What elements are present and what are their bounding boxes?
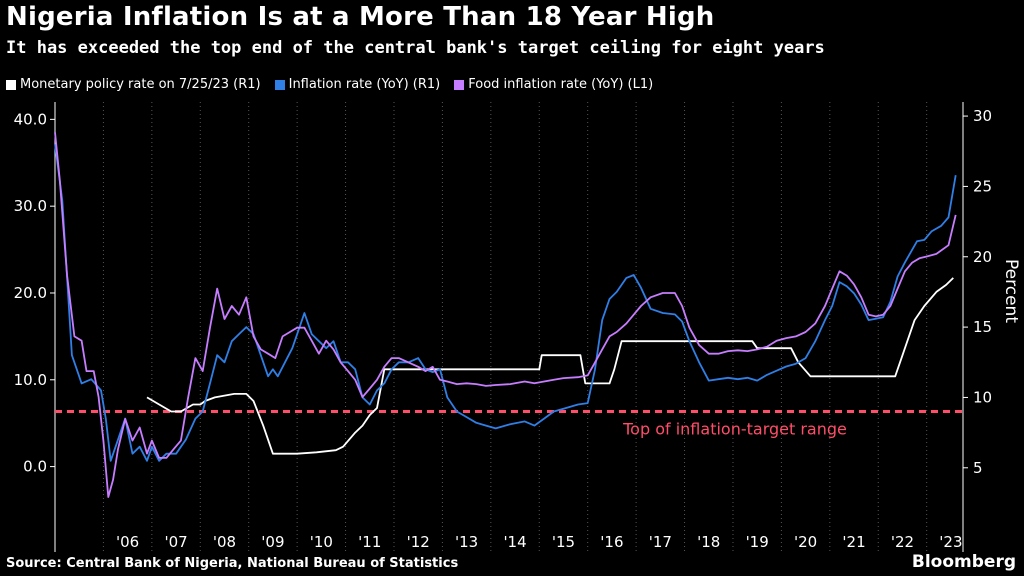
left-tick-label: 30.0 [14, 197, 47, 215]
left-tick-label: 0.0 [23, 458, 47, 476]
legend-swatch-food [454, 79, 465, 90]
x-tick-label: '13 [455, 533, 478, 551]
inflation-rate-line [54, 144, 957, 462]
x-tick-label: '20 [794, 533, 817, 551]
legend-swatch-policy [6, 79, 16, 90]
x-tick-label: '18 [697, 533, 720, 551]
legend-label-food: Food inflation rate (YoY) (L1) [468, 77, 654, 92]
x-tick-label: '17 [649, 533, 672, 551]
policy-rate-line [146, 277, 954, 455]
legend-item-food: Food inflation rate (YoY) (L1) [454, 77, 653, 92]
right-tick-label: 30 [973, 107, 992, 125]
x-tick-label: '08 [213, 533, 236, 551]
right-tick-label: 5 [973, 459, 983, 477]
inflation-target-label: Top of inflation-target range [622, 420, 847, 439]
chart-subtitle: It has exceeded the top end of the centr… [6, 38, 825, 58]
x-tick-label: '11 [358, 533, 381, 551]
food-inflation-line [54, 132, 957, 498]
x-tick-label: '15 [552, 533, 575, 551]
left-tick-label: 10.0 [14, 371, 47, 389]
right-tick-label: 20 [973, 248, 992, 266]
legend-label-inflation: Inflation rate (YoY) (R1) [288, 77, 441, 92]
x-tick-label: '07 [164, 533, 187, 551]
x-tick-label: '16 [600, 533, 623, 551]
right-tick-label: 10 [973, 388, 992, 406]
legend-swatch-inflation [274, 79, 285, 90]
x-tick-label: '21 [842, 533, 865, 551]
right-tick-label: 25 [973, 177, 992, 195]
legend: Monetary policy rate on 7/25/23 (R1) Inf… [6, 77, 653, 92]
x-tick-label: '12 [407, 533, 430, 551]
x-tick-label: '19 [746, 533, 769, 551]
left-tick-label: 20.0 [14, 284, 47, 302]
x-tick-label: '23 [939, 533, 962, 551]
legend-item-inflation: Inflation rate (YoY) (R1) [274, 77, 441, 92]
right-axis-title: Percent [1001, 259, 1021, 323]
right-tick-label: 15 [973, 318, 992, 336]
bloomberg-logo: Bloomberg [911, 552, 1016, 572]
chart-title: Nigeria Inflation Is at a More Than 18 Y… [6, 2, 715, 32]
x-tick-label: '09 [261, 533, 284, 551]
legend-label-policy: Monetary policy rate on 7/25/23 (R1) [20, 77, 261, 92]
left-tick-label: 40.0 [14, 110, 47, 128]
x-tick-label: '10 [310, 533, 333, 551]
x-tick-label: '14 [503, 533, 526, 551]
x-tick-label: '06 [116, 533, 139, 551]
legend-item-policy: Monetary policy rate on 7/25/23 (R1) [6, 77, 261, 92]
x-tick-label: '22 [891, 533, 914, 551]
source-note: Source: Central Bank of Nigeria, Nationa… [6, 556, 459, 571]
